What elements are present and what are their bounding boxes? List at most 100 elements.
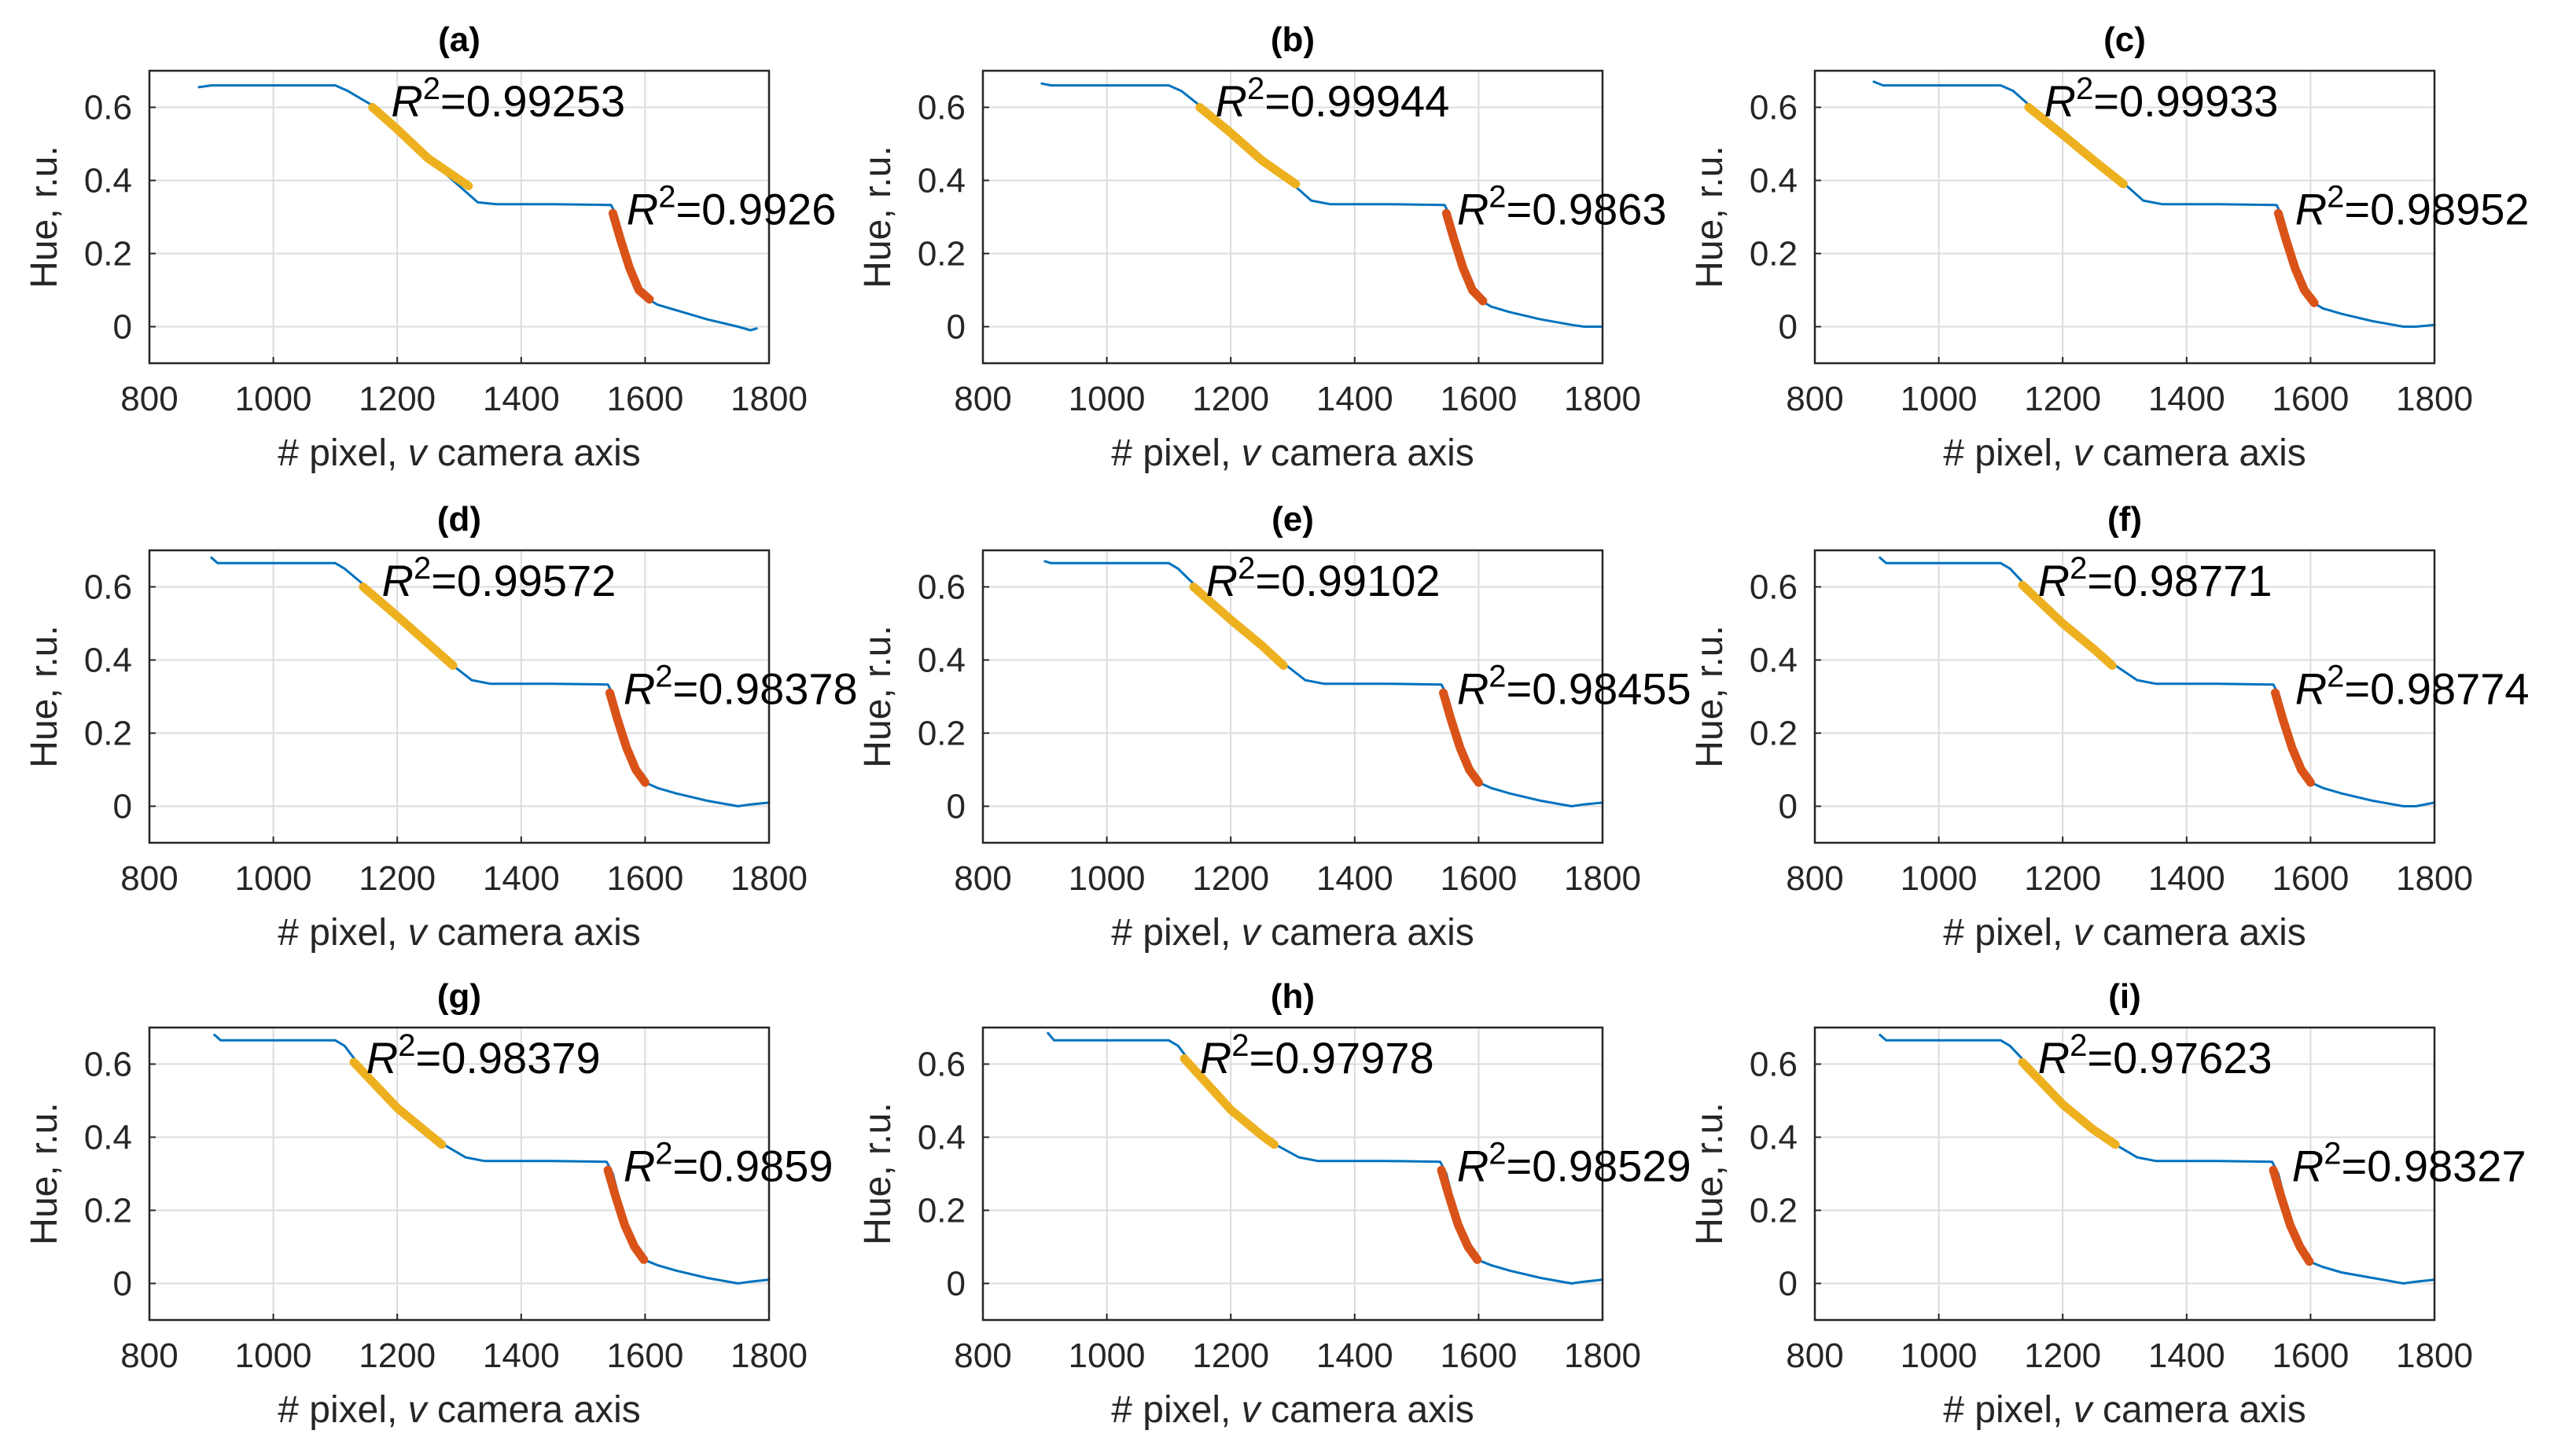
axes-box: [1813, 1026, 2436, 1322]
series-fit-2-line: [1437, 1165, 1482, 1264]
r-squared-annotation: R2=0.98455: [1457, 659, 1691, 713]
series-hue-profile-line: [1040, 82, 1604, 328]
x-tick-label: 1800: [1564, 380, 1641, 418]
y-tick-label: 0.6: [918, 1046, 966, 1084]
y-tick-label: 0: [1779, 1265, 1798, 1303]
y-tick-label: 0: [113, 1265, 132, 1303]
x-tick-label: 1000: [1901, 380, 1978, 418]
r-squared-annotation: R2=0.97623: [2038, 1028, 2272, 1083]
y-tick-label: 0.2: [84, 715, 132, 753]
y-tick-label: 0: [1779, 308, 1798, 347]
series-fit-2-line: [2269, 1165, 2314, 1267]
x-tick-label: 1400: [483, 1337, 560, 1375]
x-tick-label: 1200: [2024, 859, 2101, 898]
x-tick-label: 1800: [731, 859, 808, 898]
axes-box: [148, 1026, 771, 1322]
series-fit-2-line: [2271, 688, 2315, 787]
series-hue-profile-line: [1043, 560, 1604, 807]
y-tick-label: 0.6: [84, 1046, 132, 1084]
x-tick-label: 1600: [1440, 1337, 1517, 1375]
series-fit-2-line: [1439, 688, 1483, 787]
series-fit-1-line: [2018, 580, 2117, 670]
x-tick-label: 1200: [2024, 1337, 2101, 1375]
r-squared-annotation: R2=0.99933: [2044, 72, 2279, 126]
y-tick-label: 0.4: [1750, 162, 1798, 200]
x-tick-label: 1000: [235, 380, 312, 418]
x-tick-label: 1000: [1901, 859, 1978, 898]
x-tick-label: 1600: [2272, 1337, 2349, 1375]
y-tick-label: 0.2: [1750, 1192, 1798, 1230]
x-tick-label: 1800: [2396, 1337, 2473, 1375]
x-tick-label: 1400: [483, 859, 560, 898]
plot-area: [149, 1028, 769, 1320]
plot-area: [1815, 1028, 2434, 1320]
y-tick-label: 0.6: [918, 568, 966, 607]
chart-panel-7: 800 1000 1200 1400 1600 1800 0 0.2 0.4 0.6 (g) # pi…: [24, 977, 834, 1431]
x-axis-label: # pixel, v camera axis: [1943, 1389, 2306, 1431]
x-tick-label: 800: [1786, 380, 1843, 418]
y-tick-label: 0: [947, 788, 966, 826]
axes-box: [148, 549, 771, 844]
panel-title: (h): [1271, 977, 1315, 1016]
y-tick-label: 0.4: [918, 642, 966, 680]
r-squared-annotation: R2=0.98379: [366, 1028, 601, 1083]
y-axis-label: Hue, r.u.: [1689, 145, 1731, 288]
r-squared-annotation: R2=0.98378: [624, 659, 858, 713]
y-tick-label: 0.2: [1750, 715, 1798, 753]
panel-title: (a): [438, 20, 480, 59]
x-axis-label: # pixel, v camera axis: [1111, 1389, 1474, 1431]
series-hue-profile-line: [213, 1033, 771, 1285]
axes-box: [1813, 69, 2436, 365]
plot-area: [149, 550, 769, 843]
plot-area: [983, 1028, 1603, 1320]
x-tick-label: 1000: [1069, 380, 1146, 418]
series-fit-1-line: [2024, 103, 2128, 189]
x-tick-label: 1400: [483, 380, 560, 418]
x-tick-label: 1400: [2148, 380, 2225, 418]
y-tick-label: 0.2: [1750, 235, 1798, 274]
y-tick-label: 0.4: [918, 162, 966, 200]
x-tick-label: 1800: [1564, 859, 1641, 898]
y-tick-label: 0.6: [1750, 89, 1798, 127]
x-tick-label: 800: [1786, 859, 1843, 898]
x-tick-label: 1200: [359, 859, 436, 898]
series-fit-1-line: [2018, 1057, 2120, 1149]
y-tick-label: 0.6: [84, 89, 132, 127]
plot-area: [983, 71, 1603, 363]
x-axis-label: # pixel, v camera axis: [1111, 912, 1474, 954]
chart-panel-6: 800 1000 1200 1400 1600 1800 0 0.2 0.4 0.6 (f) # pi…: [1689, 500, 2530, 954]
x-tick-label: 1400: [1316, 1337, 1393, 1375]
series-fit-1-line: [349, 1057, 447, 1149]
y-tick-label: 0: [947, 308, 966, 347]
r-squared-annotation: R2=0.99944: [1216, 72, 1450, 126]
x-axis-label: # pixel, v camera axis: [1111, 432, 1474, 474]
plot-area: [149, 71, 769, 363]
series-fit-2-line: [1441, 208, 1488, 306]
y-tick-label: 0.6: [1750, 568, 1798, 607]
r-squared-annotation: R2=0.9863: [1457, 179, 1667, 233]
x-tick-label: 1200: [1192, 380, 1269, 418]
x-tick-label: 800: [954, 380, 1011, 418]
panel-title: (e): [1271, 500, 1314, 539]
r-squared-annotation: R2=0.9859: [624, 1136, 834, 1190]
y-tick-label: 0.4: [918, 1119, 966, 1157]
y-tick-label: 0.4: [1750, 642, 1798, 680]
y-tick-label: 0: [113, 788, 132, 826]
series-fit-1-line: [1189, 583, 1288, 670]
x-tick-label: 1800: [1564, 1337, 1641, 1375]
series-fit-2-line: [2273, 208, 2319, 307]
x-tick-label: 800: [120, 1337, 178, 1375]
x-tick-label: 1400: [2148, 859, 2225, 898]
x-tick-label: 1000: [1069, 859, 1146, 898]
y-tick-label: 0: [1779, 788, 1798, 826]
axes-box: [981, 1026, 1604, 1322]
y-axis-label: Hue, r.u.: [24, 1102, 65, 1245]
x-tick-label: 1000: [1069, 1337, 1146, 1375]
series-fit-1-line: [359, 583, 458, 670]
series-fit-2-line: [605, 688, 650, 787]
x-tick-label: 1200: [359, 380, 436, 418]
x-tick-label: 1400: [1316, 380, 1393, 418]
x-tick-label: 1800: [731, 1337, 808, 1375]
panel-title: (g): [437, 977, 481, 1016]
